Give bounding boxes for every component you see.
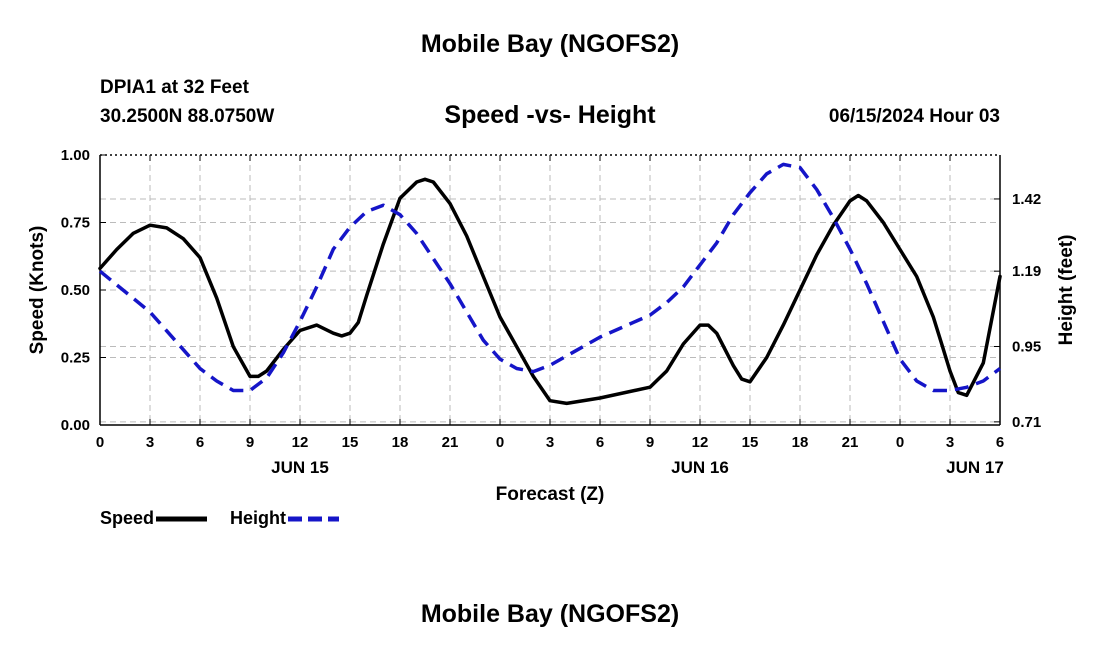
day-label: JUN 15	[271, 458, 329, 477]
x-tick-label: 3	[546, 434, 554, 451]
x-tick-label: 6	[596, 434, 604, 451]
station-label: DPIA1 at 32 Feet	[100, 77, 249, 98]
data-lines	[98, 162, 1002, 406]
speed-height-chart: 0 3 6 9 12 15 18 21 0 3 6 9 12 15 18 21 0 3 6 0.00 0.25 0.50 0…	[27, 147, 1077, 505]
day-label: JUN 17	[946, 458, 1004, 477]
x-tick-label: 12	[292, 434, 309, 451]
x-tick-label: 6	[996, 434, 1004, 451]
x-tick-label: 0	[496, 434, 504, 451]
y-tick-label: 0.75	[61, 215, 90, 232]
y-axis-title: Speed (Knots)	[27, 226, 48, 355]
axis-labels: 0 3 6 9 12 15 18 21 0 3 6 9 12 15 18 21 0 3 6 0.00 0.25 0.50 0…	[27, 147, 1077, 505]
footer-title: Mobile Bay (NGOFS2)	[420, 600, 680, 628]
y-tick-label: 0.50	[61, 282, 90, 299]
series-speed-line	[98, 177, 1002, 406]
x-tick-label: 15	[342, 434, 359, 451]
x-tick-label: 0	[96, 434, 104, 451]
x-tick-label: 21	[442, 434, 459, 451]
x-tick-label: 18	[392, 434, 409, 451]
x-tick-label: 18	[792, 434, 809, 451]
legend-height-swatch	[288, 516, 339, 521]
chart-subtitle: Speed -vs- Height	[444, 101, 656, 129]
x-tick-label: 3	[946, 434, 954, 451]
x-tick-label: 15	[742, 434, 759, 451]
y-tick-label: 0.25	[61, 350, 90, 367]
y-tick-label: 0.00	[61, 417, 90, 434]
x-tick-label: 21	[842, 434, 859, 451]
legend-speed-swatch	[156, 516, 208, 521]
legend-height-label: Height	[230, 508, 286, 528]
series-height-line	[98, 162, 1002, 393]
y2-tick-label: 1.19	[1012, 263, 1041, 280]
coordinates-label: 30.2500N 88.0750W	[100, 106, 275, 127]
axes	[99, 154, 1001, 426]
x-tick-label: 6	[196, 434, 204, 451]
legend-speed-label: Speed	[100, 508, 155, 528]
day-label: JUN 16	[671, 458, 729, 477]
y2-tick-label: 0.71	[1012, 414, 1041, 431]
y2-tick-label: 1.42	[1012, 191, 1041, 208]
legend-height: Height	[230, 508, 341, 529]
chart-title: Mobile Bay (NGOFS2)	[420, 30, 680, 58]
y2-axis-title: Height (feet)	[1056, 235, 1077, 346]
x-tick-label: 12	[692, 434, 709, 451]
legend-speed: Speed	[100, 508, 209, 529]
grid-lines	[100, 155, 1000, 425]
x-tick-label: 0	[896, 434, 904, 451]
y-tick-label: 1.00	[61, 147, 90, 164]
x-tick-label: 9	[646, 434, 654, 451]
x-tick-label: 3	[146, 434, 154, 451]
forecast-datetime: 06/15/2024 Hour 03	[828, 106, 1000, 127]
x-tick-label: 9	[246, 434, 254, 451]
y2-tick-label: 0.95	[1012, 339, 1041, 356]
x-axis-title: Forecast (Z)	[496, 484, 605, 505]
